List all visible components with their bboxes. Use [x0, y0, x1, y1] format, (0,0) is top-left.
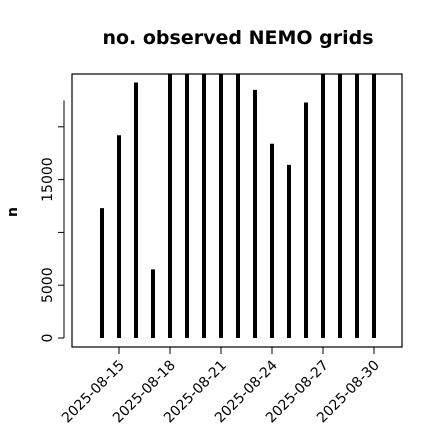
x-axis: 2025-08-152025-08-182025-08-212025-08-24… [59, 346, 383, 426]
y-tick-label: 15000 [40, 157, 56, 202]
y-tick-label: 5000 [40, 267, 56, 303]
y-axis: 0 5000 15000 [40, 100, 65, 343]
bar-group [100, 74, 376, 338]
y-axis-label: n [5, 207, 21, 217]
y-tick-label: 0 [40, 334, 56, 343]
chart-title: no. observed NEMO grids [102, 27, 373, 49]
